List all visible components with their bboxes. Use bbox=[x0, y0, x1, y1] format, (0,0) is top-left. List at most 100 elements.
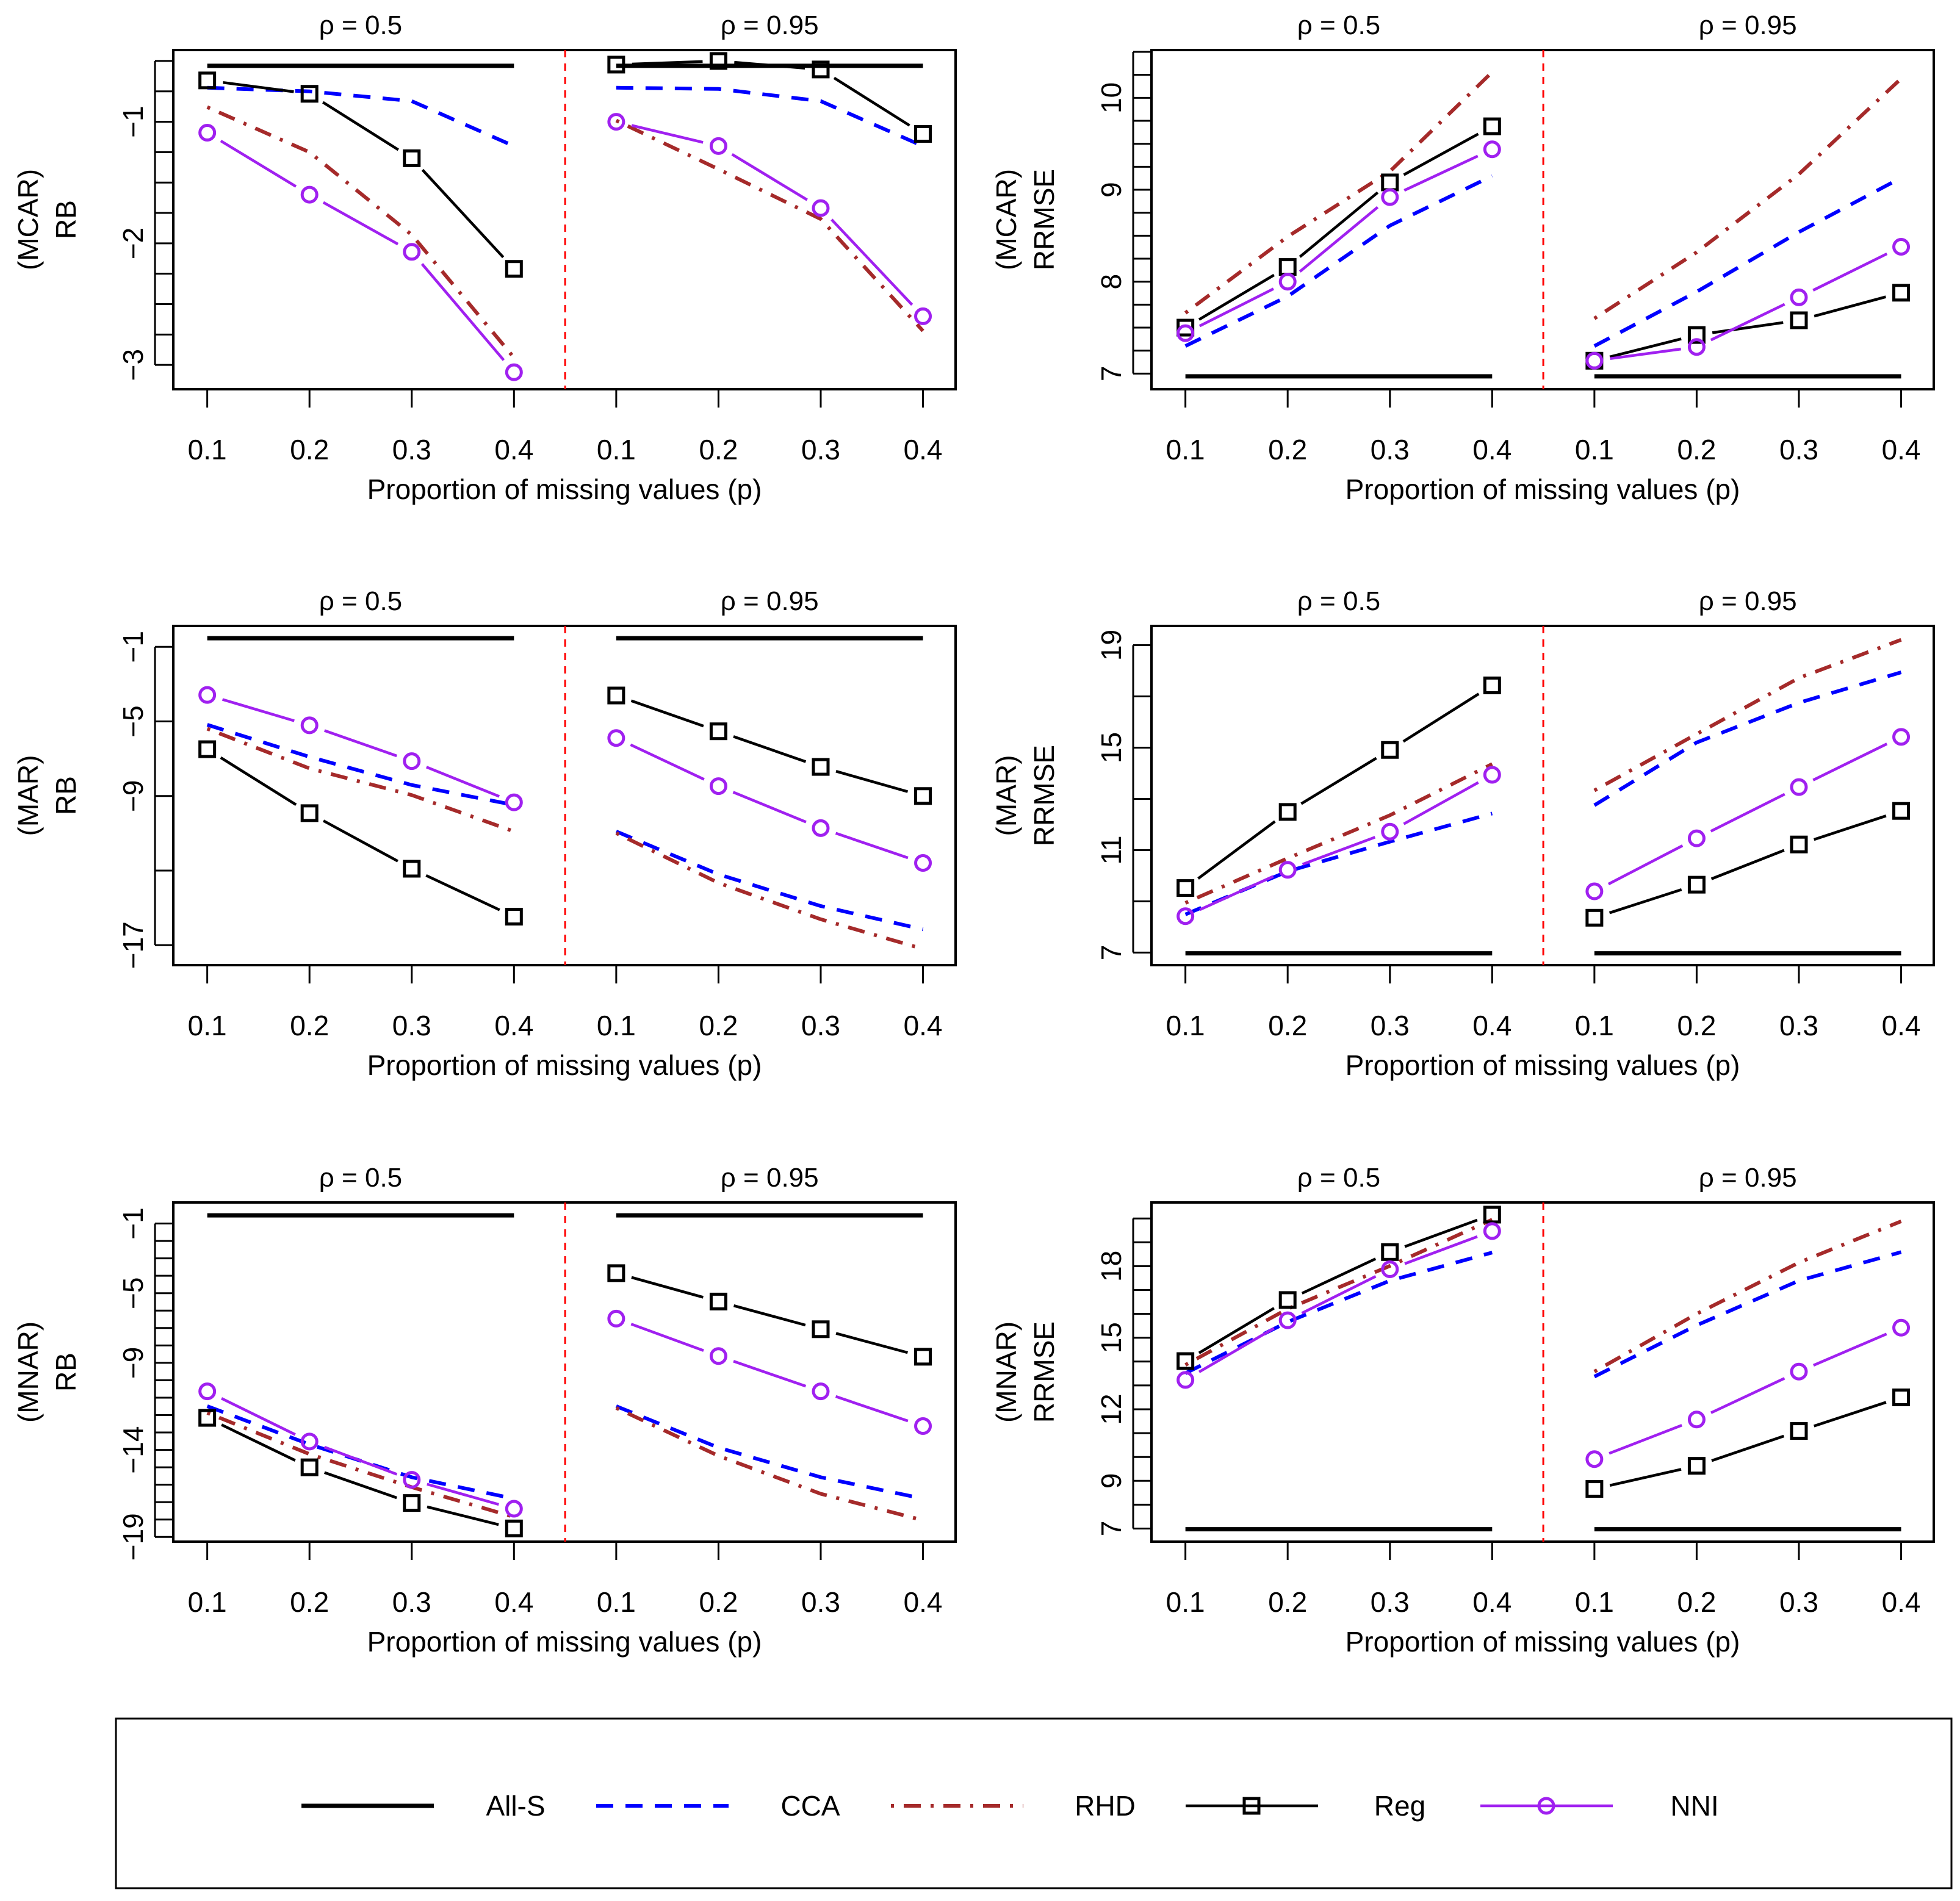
series-segment-reg bbox=[1198, 273, 1275, 321]
data-point-nni-circle-icon bbox=[1278, 861, 1297, 879]
x-tick-label: 0.4 bbox=[1472, 1010, 1511, 1041]
x-axis-label: Proportion of missing values (p) bbox=[1346, 1049, 1740, 1081]
series-segment-reg bbox=[1712, 321, 1784, 334]
data-point-reg-square-icon bbox=[300, 1458, 319, 1476]
y-axis-label: RB bbox=[50, 1353, 82, 1392]
y-axis-label: (MNAR) bbox=[12, 1321, 44, 1423]
series-segment-reg bbox=[1404, 1218, 1478, 1248]
series-segment-reg bbox=[221, 1423, 296, 1462]
data-point-reg-square-icon bbox=[1381, 1243, 1399, 1261]
data-point-reg-square-icon bbox=[1892, 802, 1911, 820]
series-cca bbox=[206, 723, 924, 932]
x-axis-label: Proportion of missing values (p) bbox=[367, 1049, 762, 1081]
series-segment-nni bbox=[1710, 792, 1785, 833]
panel-3: ρ = 0.5 ρ = 0.95 0.1 0.2 0.3 0.4 0.1 0.2 0.3 0.4 P… bbox=[12, 586, 957, 1081]
facet-label: ρ = 0.95 bbox=[721, 586, 819, 616]
legend-box bbox=[115, 1717, 1953, 1889]
data-point-reg-square-icon bbox=[198, 71, 217, 90]
data-point-nni-circle-icon bbox=[1790, 778, 1808, 796]
series-rhd bbox=[1184, 71, 1903, 320]
series-segment-reg bbox=[322, 101, 399, 151]
x-tick-label: 0.2 bbox=[290, 1586, 329, 1618]
data-point-reg-square-icon bbox=[1176, 318, 1195, 337]
data-point-reg-square-icon bbox=[1585, 908, 1604, 927]
series-segment-reg bbox=[734, 60, 805, 70]
series-segment-nni bbox=[222, 698, 295, 722]
facet-label: ρ = 0.95 bbox=[721, 1163, 819, 1193]
data-point-reg-square-icon bbox=[1687, 875, 1706, 894]
x-tick-label: 0.3 bbox=[392, 434, 431, 465]
y-tick-label: 10 bbox=[1095, 82, 1127, 113]
data-point-nni-circle-icon bbox=[1483, 766, 1501, 784]
series-segment-nni bbox=[1302, 836, 1376, 866]
data-point-nni-circle-icon bbox=[812, 199, 830, 217]
series-line-rhd bbox=[615, 118, 924, 332]
series-segment-nni bbox=[426, 766, 500, 798]
series-segment-reg bbox=[1711, 1434, 1785, 1462]
series-segment-reg bbox=[322, 819, 398, 863]
data-point-nni-circle-icon bbox=[709, 137, 727, 155]
data-point-reg-square-icon bbox=[403, 860, 421, 878]
data-point-nni-circle-icon bbox=[1790, 1362, 1808, 1381]
data-point-nni-circle-icon bbox=[300, 716, 319, 735]
x-tick-label: 0.1 bbox=[1575, 1010, 1614, 1041]
data-point-nni-circle-icon bbox=[1892, 237, 1911, 256]
y-axis-label: (MCAR) bbox=[990, 169, 1022, 270]
series-segment-nni bbox=[1299, 206, 1379, 273]
x-tick-label: 0.4 bbox=[1882, 1586, 1921, 1618]
series-segment-reg bbox=[1609, 337, 1682, 359]
series-segment-nni bbox=[1198, 1327, 1275, 1373]
panel-6: ρ = 0.5 ρ = 0.95 0.1 0.2 0.3 0.4 0.1 0.2 0.3 0.4 P… bbox=[990, 1163, 1935, 1658]
data-point-reg-square-icon bbox=[812, 758, 830, 776]
series-segment-reg bbox=[1814, 295, 1887, 318]
series-segment-nni bbox=[220, 1397, 296, 1436]
data-point-reg-square-icon bbox=[1176, 879, 1195, 897]
series-line-cca bbox=[616, 85, 924, 148]
series-segment-nni bbox=[630, 1323, 704, 1352]
series-segment-nni bbox=[630, 743, 705, 781]
data-point-nni-circle-icon bbox=[1585, 882, 1604, 900]
y-tick-label: 7 bbox=[1095, 945, 1127, 961]
series-segment-nni bbox=[732, 791, 807, 824]
y-tick-label: −9 bbox=[117, 780, 149, 812]
facet-label: ρ = 0.5 bbox=[1297, 586, 1380, 616]
x-tick-label: 0.1 bbox=[597, 1010, 636, 1041]
series-segment-reg bbox=[220, 756, 297, 807]
data-point-reg-square-icon bbox=[1790, 311, 1808, 329]
series-line-cca bbox=[207, 85, 515, 148]
series-line-cca bbox=[1184, 174, 1493, 348]
series-cca bbox=[1184, 670, 1902, 916]
facet-label: ρ = 0.5 bbox=[319, 1163, 402, 1193]
x-tick-label: 0.1 bbox=[1575, 434, 1614, 465]
y-tick-label: 8 bbox=[1095, 274, 1127, 290]
data-point-reg-square-icon bbox=[505, 908, 523, 926]
x-axis-label: Proportion of missing values (p) bbox=[1346, 1626, 1740, 1658]
x-tick-label: 0.2 bbox=[699, 1010, 738, 1041]
y-axis-label: (MCAR) bbox=[12, 169, 44, 270]
x-tick-label: 0.1 bbox=[188, 1586, 227, 1618]
series-reg bbox=[198, 1264, 932, 1537]
legend-circle-icon bbox=[1537, 1797, 1555, 1815]
x-tick-label: 0.1 bbox=[597, 434, 636, 465]
y-tick-label: 7 bbox=[1095, 366, 1127, 382]
x-axis-label: Proportion of missing values (p) bbox=[367, 473, 762, 505]
x-tick-label: 0.4 bbox=[1882, 1010, 1921, 1041]
x-tick-label: 0.1 bbox=[188, 1010, 227, 1041]
data-point-reg-square-icon bbox=[914, 787, 932, 805]
x-tick-label: 0.3 bbox=[1371, 434, 1410, 465]
series-segment-nni bbox=[1404, 1235, 1478, 1265]
data-point-nni-circle-icon bbox=[812, 819, 830, 837]
data-point-nni-circle-icon bbox=[1278, 273, 1297, 291]
series-segment-reg bbox=[1198, 1307, 1275, 1354]
series-rhd bbox=[1184, 638, 1902, 905]
data-point-nni-circle-icon bbox=[1892, 728, 1911, 746]
data-point-reg-square-icon bbox=[709, 722, 727, 741]
data-point-reg-square-icon bbox=[1483, 117, 1501, 135]
legend-label: RHD bbox=[1075, 1790, 1136, 1822]
series-segment-reg bbox=[1609, 888, 1682, 915]
x-tick-label: 0.3 bbox=[392, 1010, 431, 1041]
data-point-nni-circle-icon bbox=[709, 777, 727, 796]
x-tick-label: 0.4 bbox=[494, 1010, 533, 1041]
x-tick-label: 0.4 bbox=[904, 434, 943, 465]
series-segment-reg bbox=[421, 168, 505, 259]
